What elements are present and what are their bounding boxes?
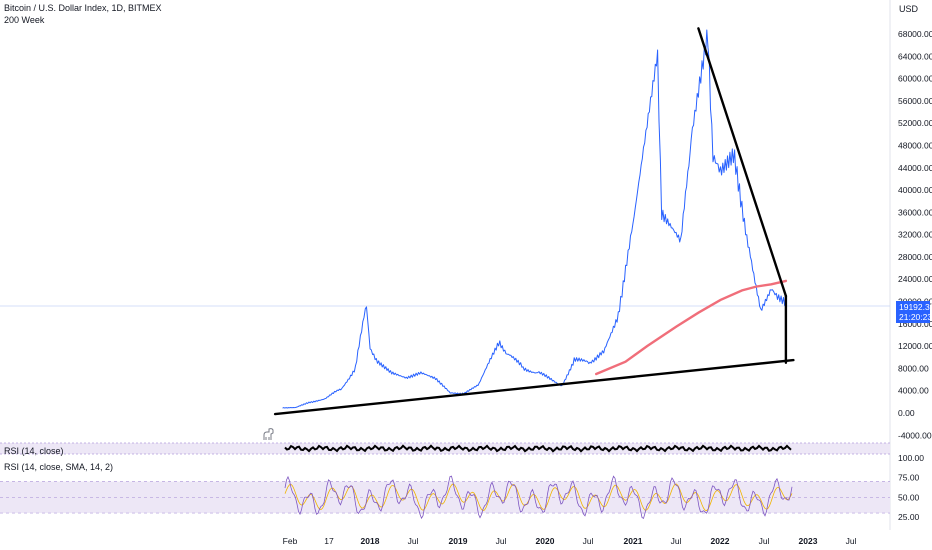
time-axis-tick-label: 2021 bbox=[624, 536, 643, 546]
price-axis-tick-label: 16000.00 bbox=[898, 319, 932, 329]
time-axis-tick-label: Jul bbox=[496, 536, 507, 546]
dino-icon-shape bbox=[263, 428, 274, 440]
price-axis-tick-label: 4000.00 bbox=[898, 386, 929, 396]
chart-title: Bitcoin / U.S. Dollar Index, 1D, BITMEX bbox=[4, 3, 162, 13]
time-axis-tick-label: Jul bbox=[846, 536, 857, 546]
price-axis-tick-label: 56000.00 bbox=[898, 96, 932, 106]
last-price-value: 19192.39 bbox=[899, 302, 932, 312]
time-axis-tick-label: Feb bbox=[283, 536, 298, 546]
dino-icon bbox=[263, 428, 274, 440]
rsi-axis-tick-label: 75.00 bbox=[898, 473, 920, 483]
price-axis-tick-label: 68000.00 bbox=[898, 29, 932, 39]
time-axis-tick-label: Jul bbox=[408, 536, 419, 546]
rsi-pane-1-line bbox=[284, 444, 792, 453]
time-axis-tick-label: 2023 bbox=[799, 536, 818, 546]
rsi-sma-line bbox=[284, 483, 793, 512]
price-axis-tick-label: 44000.00 bbox=[898, 163, 932, 173]
price-series-line bbox=[282, 29, 787, 409]
last-price-badge: 19192.39 21:20:23 bbox=[896, 301, 932, 323]
bar-countdown: 21:20:23 bbox=[899, 312, 932, 322]
time-axis-tick-label: Jul bbox=[671, 536, 682, 546]
rsi-axis-tick-label: 25.00 bbox=[898, 512, 920, 522]
time-axis-tick-label: Jul bbox=[759, 536, 770, 546]
price-axis-tick-label: 0.00 bbox=[898, 408, 915, 418]
rsi-pane-1-label: RSI (14, close) bbox=[4, 446, 64, 456]
moving-average-line bbox=[595, 279, 788, 376]
rsi-pane-2-label: RSI (14, close, SMA, 14, 2) bbox=[4, 462, 114, 472]
price-axis-tick-label: 64000.00 bbox=[898, 51, 932, 61]
price-axis-tick-label: -4000.00 bbox=[898, 430, 932, 440]
price-axis-tick-label: 8000.00 bbox=[898, 363, 929, 373]
rsi-axis-tick-label: 100.00 bbox=[898, 453, 924, 463]
trendline bbox=[273, 358, 795, 416]
price-axis-tick-label: 52000.00 bbox=[898, 118, 932, 128]
time-axis-tick-label: Jul bbox=[583, 536, 594, 546]
price-axis-tick-label: 48000.00 bbox=[898, 140, 932, 150]
price-axis-tick-label: 60000.00 bbox=[898, 74, 932, 84]
chart-subtitle: 200 Week bbox=[4, 15, 45, 25]
price-axis-tick-label: 36000.00 bbox=[898, 207, 932, 217]
price-axis-tick-label: 40000.00 bbox=[898, 185, 932, 195]
time-axis-tick-label: 2020 bbox=[536, 536, 555, 546]
rsi-axis-tick-label: 50.00 bbox=[898, 492, 920, 502]
price-axis-tick-label: 24000.00 bbox=[898, 274, 932, 284]
time-axis-tick-label: 2019 bbox=[449, 536, 468, 546]
rsi-line bbox=[284, 475, 793, 520]
price-axis-tick-label: 12000.00 bbox=[898, 341, 932, 351]
time-axis-tick-label: 17 bbox=[324, 536, 334, 546]
price-axis-tick-label: 28000.00 bbox=[898, 252, 932, 262]
time-axis-tick-label: 2022 bbox=[711, 536, 730, 546]
trendline bbox=[697, 27, 788, 298]
price-axis-tick-label: 32000.00 bbox=[898, 230, 932, 240]
time-axis-tick-label: 2018 bbox=[361, 536, 380, 546]
currency-label: USD bbox=[899, 4, 919, 14]
